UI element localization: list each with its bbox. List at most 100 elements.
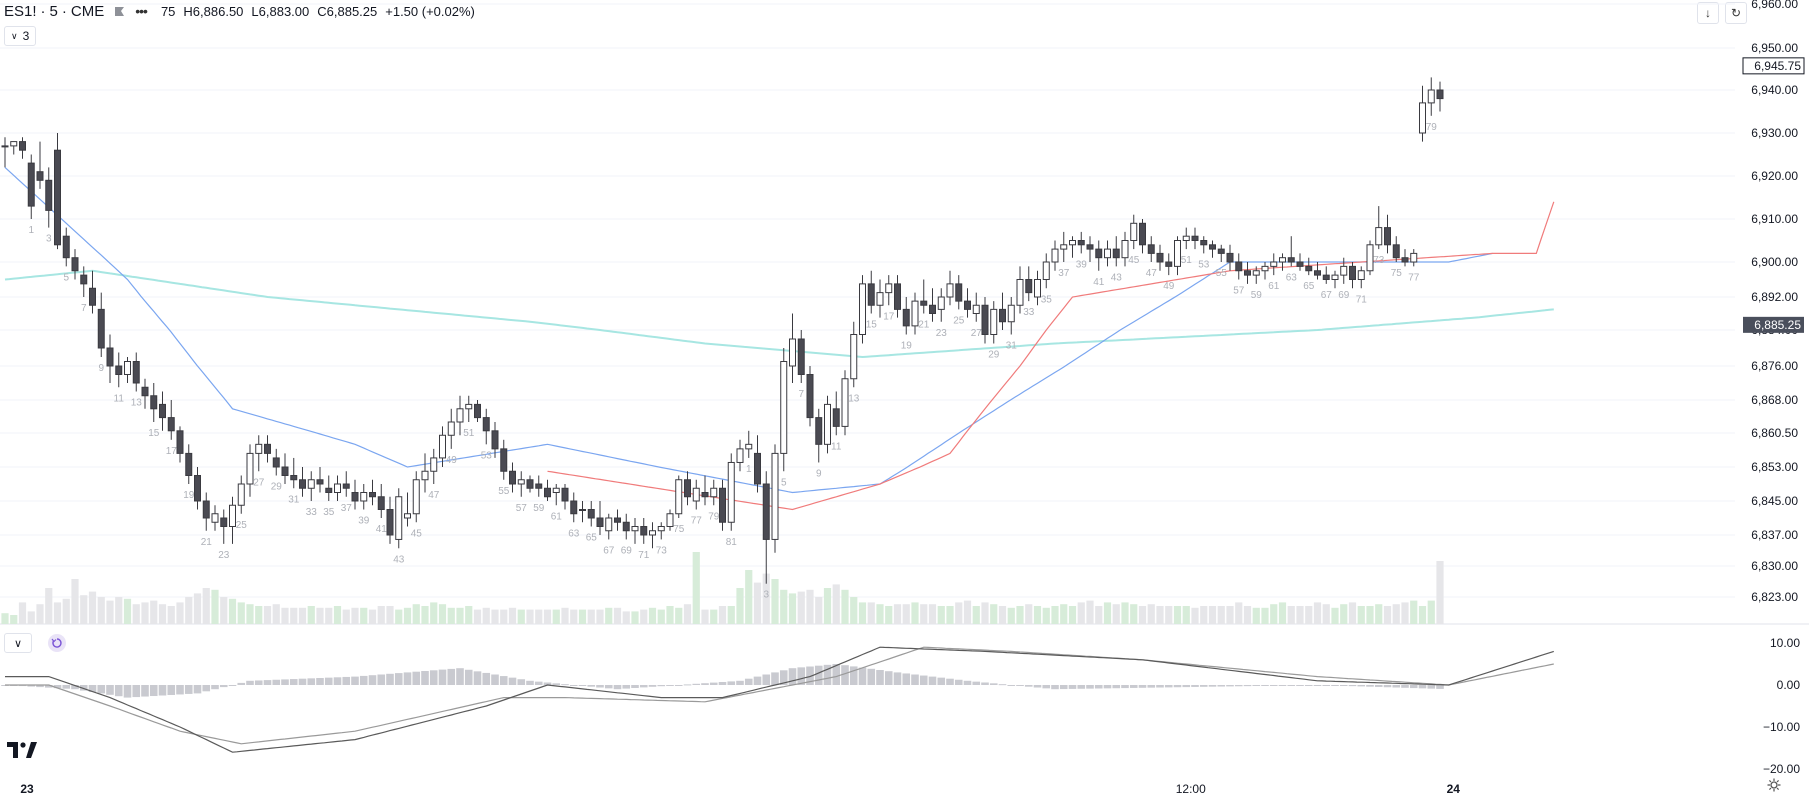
price-tick-label: 6,940.00 [1751, 83, 1798, 97]
bar-count-label: 55 [1216, 268, 1228, 279]
sync-icon[interactable] [48, 634, 66, 652]
candle-body [386, 509, 394, 536]
volume-bar [937, 606, 945, 624]
candle-body [885, 283, 893, 294]
candle-body [1410, 252, 1418, 263]
fullscreen-icon[interactable]: ↻ [1725, 2, 1747, 24]
macd-histogram-bar [88, 685, 97, 692]
candle-body [684, 479, 691, 498]
candle-body [1217, 248, 1225, 254]
tradingview-logo-icon[interactable] [7, 742, 37, 760]
macd-histogram-bar [1156, 685, 1164, 688]
macd-histogram-bar [648, 685, 657, 687]
candle-body [1357, 270, 1365, 280]
bar-count-label: 19 [901, 341, 913, 352]
volume-bar [972, 606, 980, 624]
volume-bar [736, 588, 744, 624]
candle-body [1025, 279, 1033, 294]
candle-body [1130, 222, 1138, 242]
candle-body [202, 500, 210, 519]
symbol-selector[interactable]: ES1! · 5 · CME ••• [0, 3, 155, 20]
macd-histogram-bar [1138, 685, 1147, 688]
macd-histogram-bar [438, 669, 447, 685]
candle-body [1077, 240, 1085, 246]
volume-bar [1182, 606, 1190, 624]
macd-histogram-bar [552, 683, 561, 685]
bar-count-label: 41 [376, 524, 388, 535]
macd-histogram-bar [281, 679, 289, 685]
volume-bar [325, 607, 333, 624]
volume-bar [517, 609, 525, 624]
macd-histogram-bar [692, 683, 701, 685]
candle-body [657, 526, 665, 532]
fast-ma-line [547, 201, 1555, 511]
macd-histogram-bar [1016, 685, 1024, 686]
flag-icon[interactable] [114, 6, 125, 17]
candle-body [1261, 265, 1269, 272]
slow-ma-line [4, 269, 1554, 359]
volume-bar [771, 579, 779, 624]
volume-bar [841, 589, 849, 624]
interval-label[interactable]: 5 [49, 2, 58, 20]
open-value-partial: 75 [160, 3, 176, 19]
macd-histogram-bar [1383, 685, 1392, 688]
macd-histogram-bar [701, 683, 709, 685]
macd-histogram-bar [1208, 685, 1217, 687]
legend-collapse-button[interactable]: ∨ 3 [4, 26, 37, 46]
volume-bar [990, 604, 998, 624]
price-tick-label: 6,868.00 [1751, 393, 1798, 407]
macd-histogram-bar [1304, 685, 1313, 686]
download-icon[interactable]: ↓ [1697, 2, 1719, 24]
macd-histogram-bar [1121, 685, 1129, 689]
macd-histogram-bar [53, 685, 62, 689]
candle-body [552, 487, 560, 493]
indicator-count: 3 [22, 29, 30, 43]
candle-body [1252, 270, 1260, 276]
volume-bar [946, 606, 954, 624]
macd-histogram-bar [298, 678, 307, 685]
macd-histogram-bar [44, 685, 53, 688]
candle-body [1156, 252, 1164, 263]
candle-body [614, 517, 621, 523]
indicator-collapse-button[interactable]: ∨ [4, 633, 32, 653]
macd-histogram-bar [622, 685, 631, 689]
bar-count-label: 57 [1233, 286, 1245, 297]
macd-histogram-bar [604, 685, 613, 689]
candle-body [780, 361, 788, 454]
price-tick-label: 6,837.00 [1751, 528, 1798, 542]
volume-bar [1436, 561, 1444, 624]
bar-count-label: 63 [568, 528, 580, 539]
bar-count-label: 71 [1356, 294, 1368, 305]
volume-bar [395, 609, 403, 624]
volume-bar [561, 607, 569, 624]
volume-bar [167, 606, 175, 624]
macd-histogram-bar [543, 682, 552, 685]
symbol-name[interactable]: ES1! [4, 2, 37, 20]
macd-tick-label: −10.00 [1763, 720, 1800, 734]
macd-histogram-bar [351, 676, 359, 685]
macd-histogram-bar [237, 682, 246, 685]
macd-histogram-bar [954, 679, 963, 685]
candle-body [587, 509, 595, 519]
gear-icon[interactable] [1767, 778, 1781, 792]
symbol-sep-2: · [61, 2, 67, 20]
volume-bar [368, 609, 377, 624]
macd-histogram-bar [981, 682, 989, 685]
volume-bar [377, 606, 385, 624]
volume-bar [797, 591, 805, 624]
bar-count-label: 1 [746, 464, 752, 475]
macd-histogram-bar [578, 685, 587, 686]
macd-histogram-bar [456, 668, 464, 685]
price-tick-label: 6,860.50 [1751, 426, 1798, 440]
macd-histogram-bar [1191, 685, 1199, 687]
candle-body [1305, 265, 1313, 272]
volume-bar [981, 602, 989, 624]
macd-histogram-bar [1226, 685, 1234, 687]
bar-count-label: 75 [1391, 268, 1403, 279]
more-icon[interactable]: ••• [135, 3, 148, 19]
bar-count-label: 29 [271, 482, 283, 493]
candle-body [579, 509, 586, 511]
price-tick-label: 6,930.00 [1751, 126, 1798, 140]
